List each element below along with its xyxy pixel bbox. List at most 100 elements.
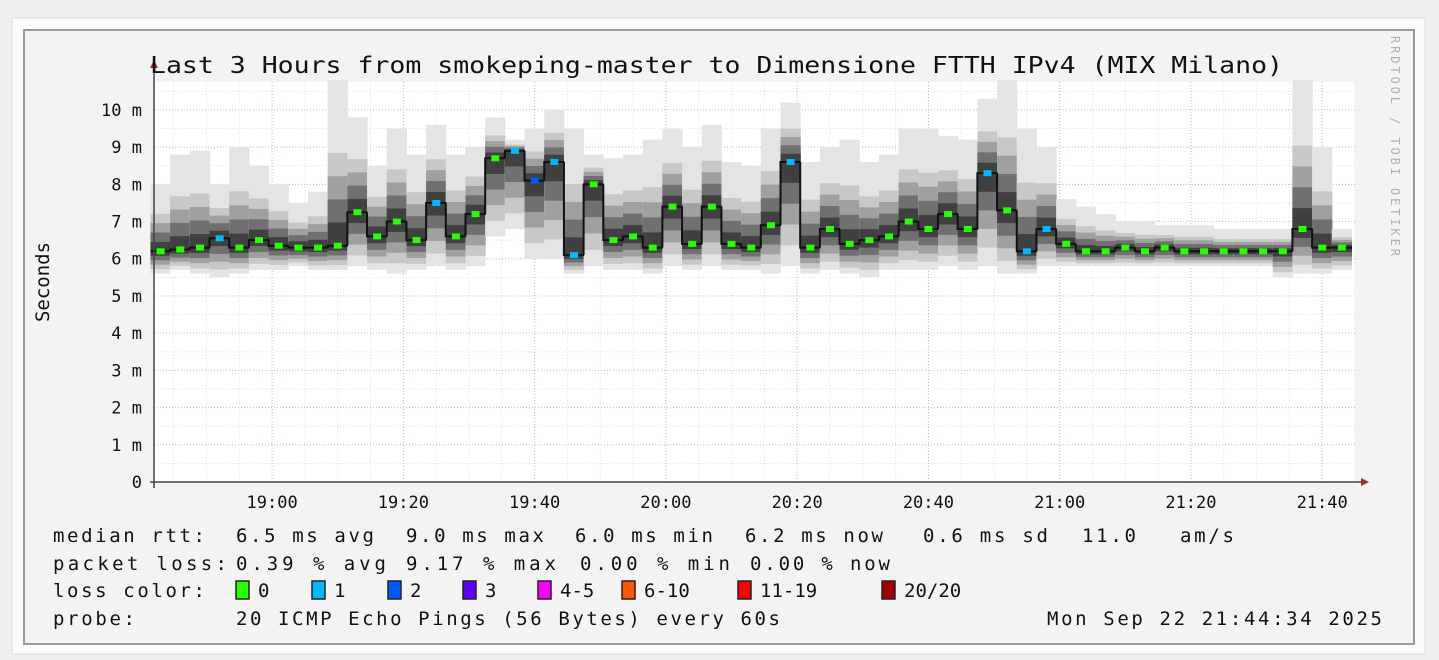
median-point — [904, 218, 913, 225]
smoke-bar — [1292, 208, 1313, 238]
median-point — [865, 237, 874, 244]
median-point — [963, 225, 972, 232]
loss-color-label: 11-19 — [760, 580, 817, 602]
y-tick-label: 7 m — [111, 213, 142, 233]
x-tick-label: 21:20 — [1165, 493, 1216, 513]
median-point — [1042, 225, 1051, 232]
smoke-bar — [977, 162, 998, 192]
median-point — [373, 233, 382, 240]
smoke-bands — [150, 80, 1352, 278]
y-tick-label: 2 m — [111, 399, 142, 419]
median-point — [550, 159, 559, 165]
median-point — [825, 225, 834, 232]
median-point — [510, 147, 519, 154]
median-point — [314, 244, 323, 251]
smoke-bar — [327, 222, 348, 251]
median-point — [451, 233, 460, 240]
x-tick-label: 21:40 — [1297, 493, 1348, 513]
median-point — [983, 170, 992, 177]
median-point — [412, 237, 421, 244]
median-point — [1219, 248, 1228, 255]
median-point — [885, 233, 894, 240]
median-series — [150, 147, 1352, 259]
legend-packet-loss: packet loss: 0.39 % avg 9.17 % max 0.00 … — [53, 553, 891, 575]
median-rtt-sd: 0.6 ms sd — [923, 525, 1048, 547]
median-point — [1259, 248, 1268, 255]
median-point — [1200, 248, 1209, 255]
median-point — [530, 177, 539, 184]
median-point — [432, 199, 441, 206]
median-point — [1337, 244, 1346, 251]
x-tick-label: 21:00 — [1034, 493, 1085, 513]
loss-color-swatch — [462, 580, 477, 600]
loss-color-swatch — [621, 580, 636, 600]
probe-value: 20 ICMP Echo Pings (56 Bytes) every 60s — [236, 608, 780, 630]
axes — [150, 60, 1369, 488]
loss-color-label: 4-5 — [560, 580, 594, 602]
loss-color-label: 1 — [334, 580, 345, 602]
median-point — [1121, 244, 1130, 251]
median-point — [1180, 248, 1189, 255]
median-point — [1003, 207, 1012, 214]
loss-color-label: 20/20 — [904, 580, 961, 602]
y-tick-label: 0 — [132, 473, 142, 493]
median-point — [845, 240, 854, 247]
median-point — [215, 235, 224, 242]
smoke-bar — [524, 173, 545, 197]
loss-color-label: 6-10 — [644, 580, 690, 602]
median-point — [589, 181, 598, 188]
legend-probe: probe: 20 ICMP Echo Pings (56 Bytes) eve… — [53, 608, 1382, 630]
median-point — [195, 244, 204, 251]
median-point — [1278, 248, 1287, 255]
median-point — [668, 203, 677, 210]
median-point — [1318, 244, 1327, 251]
median-point — [727, 240, 736, 247]
median-point — [707, 203, 716, 210]
y-tick-label: 6 m — [111, 250, 142, 270]
median-point — [235, 244, 244, 251]
x-tick-label: 19:00 — [247, 493, 298, 513]
median-point — [1022, 248, 1031, 255]
median-point — [924, 225, 933, 232]
median-point — [1062, 240, 1071, 247]
median-point — [1140, 248, 1149, 255]
median-point — [1239, 248, 1248, 255]
loss-color-label: 0 — [258, 580, 269, 602]
loss-color-swatch — [537, 580, 552, 600]
median-point — [471, 211, 480, 218]
tick-labels: 0 1 m 2 m 3 m 4 m 5 m 6 m 7 m 8 m 9 m 10 m 19:00 19:… — [101, 101, 1348, 513]
median-point — [766, 222, 775, 229]
loss-color-swatch — [737, 580, 752, 600]
median-point — [648, 244, 657, 251]
median-point — [156, 248, 165, 255]
smoke-bar — [504, 149, 526, 167]
loss-color-swatch — [387, 580, 402, 600]
y-tick-label: 10 m — [101, 101, 142, 121]
median-point — [806, 244, 815, 251]
y-axis-arrow — [150, 60, 158, 68]
loss-color-swatch — [235, 580, 250, 600]
median-point — [609, 237, 618, 244]
median-point — [1160, 244, 1169, 251]
y-axis-label: Seconds — [32, 242, 54, 322]
loss-color-label: 2 — [410, 580, 421, 602]
x-tick-label: 20:20 — [772, 493, 823, 513]
smoke-bar — [780, 153, 801, 183]
median-point — [274, 242, 283, 249]
smoke-bar — [406, 228, 427, 247]
median-point — [786, 159, 795, 165]
median-point — [1101, 248, 1110, 255]
median-point — [353, 209, 362, 216]
y-tick-label: 9 m — [111, 138, 142, 158]
y-tick-label: 5 m — [111, 287, 142, 307]
median-point — [392, 218, 401, 225]
median-point — [944, 211, 953, 218]
x-axis-arrow — [1361, 478, 1369, 486]
median-point — [294, 244, 303, 251]
median-point — [1298, 225, 1307, 232]
y-tick-label: 3 m — [111, 361, 142, 381]
loss-color-label: 3 — [485, 580, 496, 602]
smoke-bar — [721, 232, 742, 250]
median-point — [491, 155, 500, 162]
